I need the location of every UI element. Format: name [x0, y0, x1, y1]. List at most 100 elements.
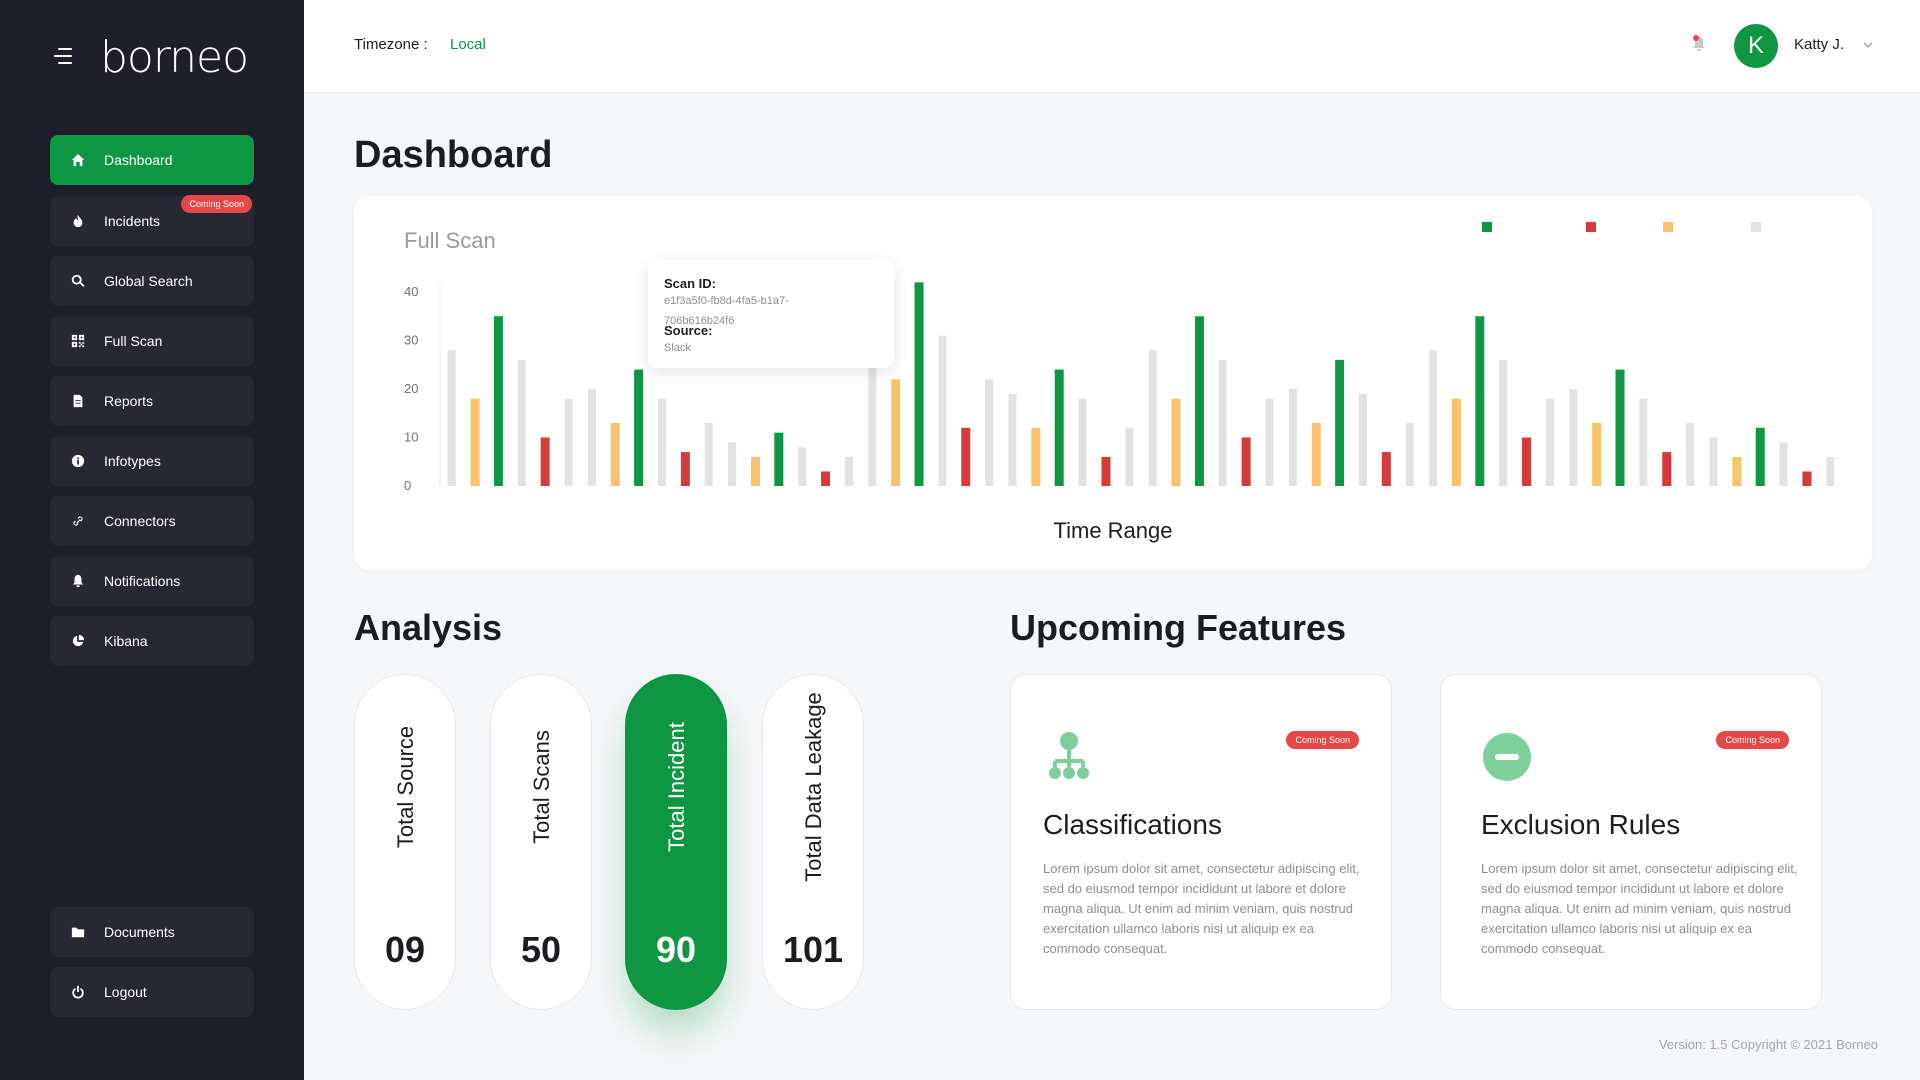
- coming-soon-badge: Coming Soon: [181, 195, 252, 213]
- chart-bar[interactable]: [1078, 398, 1087, 486]
- chart-bar[interactable]: [728, 442, 737, 486]
- sidebar-item-global-search[interactable]: Global Search: [50, 256, 254, 306]
- chart-bar[interactable]: [704, 422, 713, 486]
- chart-bar[interactable]: [844, 456, 853, 486]
- sidebar-item-kibana[interactable]: Kibana: [50, 616, 254, 666]
- chart-bar[interactable]: [1755, 427, 1765, 486]
- user-menu-name[interactable]: Katty J.: [1794, 36, 1845, 53]
- chart-bar[interactable]: [1662, 452, 1672, 486]
- chart-bar[interactable]: [1686, 422, 1695, 486]
- stat-card-total-source[interactable]: Total Source 09: [354, 674, 456, 1010]
- sidebar-item-documents[interactable]: Documents: [50, 907, 254, 957]
- chart-bar[interactable]: [657, 398, 666, 486]
- chart-bar[interactable]: [1592, 422, 1602, 486]
- legend-swatch[interactable]: [1751, 222, 1761, 232]
- sidebar-item-logout[interactable]: Logout: [50, 967, 254, 1017]
- chart-bar[interactable]: [1545, 398, 1554, 486]
- chart-bar[interactable]: [938, 335, 947, 486]
- chart-bar[interactable]: [1429, 350, 1438, 486]
- chart-bar[interactable]: [1148, 350, 1157, 486]
- chart-bar[interactable]: [540, 437, 550, 487]
- feature-description: Lorem ipsum dolor sit amet, consectetur …: [1043, 861, 1360, 956]
- avatar[interactable]: K: [1734, 24, 1778, 68]
- stat-card-total-incident[interactable]: Total Incident 90: [625, 674, 727, 1010]
- chart-bar[interactable]: [1288, 389, 1297, 486]
- chart-bar[interactable]: [1194, 316, 1204, 486]
- chart-bar[interactable]: [985, 379, 994, 486]
- legend-swatch[interactable]: [1586, 222, 1596, 232]
- chart-bar[interactable]: [1639, 398, 1648, 486]
- full-scan-chart-card: Full Scan 0 10 20 30 40 Time Range Scan ID: …: [354, 196, 1872, 570]
- timezone-selector[interactable]: Local: [450, 36, 486, 53]
- footer-version: Version: 1.5 Copyright © 2021 Borneo: [1658, 1037, 1878, 1052]
- chart-bar[interactable]: [1405, 422, 1414, 486]
- notification-bell-icon[interactable]: [1690, 34, 1708, 54]
- menu-toggle-icon[interactable]: [54, 48, 72, 64]
- chart-bar[interactable]: [1475, 316, 1485, 486]
- legend-swatch[interactable]: [1482, 222, 1492, 232]
- chart-bar[interactable]: [1171, 398, 1181, 486]
- chart-bar[interactable]: [470, 398, 480, 486]
- chart-bar[interactable]: [961, 427, 971, 486]
- sidebar-item-connectors[interactable]: Connectors: [50, 496, 254, 546]
- sidebar-item-label: Notifications: [104, 573, 181, 589]
- chart-bar[interactable]: [1311, 422, 1321, 486]
- chart-bar[interactable]: [1615, 369, 1625, 486]
- bar-chart[interactable]: 0 10 20 30 40: [354, 196, 1872, 570]
- sidebar-item-full-scan[interactable]: Full Scan: [50, 316, 254, 366]
- legend-swatch[interactable]: [1663, 222, 1673, 232]
- chart-bar[interactable]: [1381, 452, 1391, 486]
- chart-bar[interactable]: [914, 282, 924, 486]
- stat-card-total-scans[interactable]: Total Scans 50: [490, 674, 592, 1010]
- chart-bar[interactable]: [1709, 437, 1718, 487]
- chart-bar[interactable]: [517, 359, 526, 486]
- chart-bar[interactable]: [680, 452, 690, 486]
- chart-bar[interactable]: [750, 456, 760, 486]
- chart-bar[interactable]: [868, 359, 877, 486]
- chart-bar[interactable]: [1241, 437, 1251, 487]
- chart-bar[interactable]: [1802, 471, 1812, 486]
- chart-bar[interactable]: [1522, 437, 1532, 487]
- sidebar-item-label: Incidents: [104, 213, 161, 229]
- chart-bar[interactable]: [493, 316, 503, 486]
- chart-bar[interactable]: [634, 369, 644, 486]
- chart-bar[interactable]: [1125, 427, 1134, 486]
- chart-bar[interactable]: [891, 379, 901, 486]
- chart-bar[interactable]: [1569, 389, 1578, 486]
- chart-bar[interactable]: [1451, 398, 1461, 486]
- sidebar-item-infotypes[interactable]: Infotypes: [50, 436, 254, 486]
- chart-bar[interactable]: [774, 432, 784, 486]
- sidebar-item-notifications[interactable]: Notifications: [50, 556, 254, 606]
- stat-card-total-data-leakage[interactable]: Total Data Leakage 101: [762, 674, 864, 1010]
- chart-bar[interactable]: [1265, 398, 1274, 486]
- chart-bar[interactable]: [587, 389, 596, 486]
- chart-bar[interactable]: [447, 350, 456, 486]
- feature-title: Classifications: [1043, 809, 1222, 840]
- chart-bar[interactable]: [1779, 442, 1788, 486]
- sidebar-item-reports[interactable]: Reports: [50, 376, 254, 426]
- chevron-down-icon[interactable]: [1862, 38, 1874, 50]
- chart-bar[interactable]: [821, 471, 831, 486]
- stat-card-value: 50: [520, 929, 562, 970]
- chart-bar[interactable]: [1499, 359, 1508, 486]
- stat-card-label: Total Scans: [529, 730, 554, 844]
- chart-bar[interactable]: [1358, 393, 1367, 486]
- sidebar-item-dashboard[interactable]: Dashboard: [50, 135, 254, 185]
- chart-bar[interactable]: [564, 398, 573, 486]
- chart-bar[interactable]: [1218, 359, 1227, 486]
- chart-bar[interactable]: [1732, 456, 1742, 486]
- chart-bar[interactable]: [1031, 427, 1041, 486]
- sidebar-item-label: Infotypes: [104, 453, 161, 469]
- chart-bar[interactable]: [610, 422, 620, 486]
- feature-card-classifications[interactable]: Coming Soon Classifications Lorem ipsum …: [1010, 674, 1392, 1010]
- chart-bar[interactable]: [1101, 456, 1111, 486]
- document-icon: [70, 393, 86, 409]
- feature-card-exclusion-rules[interactable]: Coming Soon Exclusion Rules Lorem ipsum …: [1440, 674, 1822, 1010]
- chart-bar[interactable]: [1335, 359, 1345, 486]
- chart-bar[interactable]: [1008, 393, 1017, 486]
- chart-bar[interactable]: [1054, 369, 1064, 486]
- chart-bar[interactable]: [798, 447, 807, 486]
- app-logo: borneo: [100, 32, 249, 83]
- chart-bar[interactable]: [1826, 456, 1835, 486]
- sidebar-item-incidents[interactable]: Incidents Coming Soon: [50, 195, 254, 246]
